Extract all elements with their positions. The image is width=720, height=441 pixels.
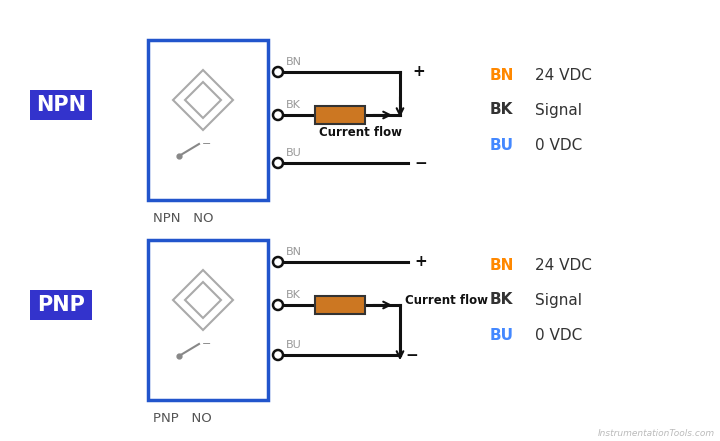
- Bar: [315, 296, 365, 314]
- Text: BU: BU: [490, 328, 514, 343]
- Circle shape: [273, 300, 283, 310]
- Circle shape: [273, 110, 283, 120]
- Circle shape: [273, 350, 283, 360]
- Text: +: +: [412, 64, 425, 79]
- Text: BN: BN: [286, 57, 302, 67]
- Text: Signal: Signal: [535, 292, 582, 307]
- Text: Current flow: Current flow: [319, 127, 402, 139]
- Bar: [148, 240, 268, 400]
- Bar: [30, 290, 92, 320]
- Bar: [30, 90, 92, 120]
- Text: InstrumentationTools.com: InstrumentationTools.com: [598, 430, 715, 438]
- Text: NPN   NO: NPN NO: [153, 212, 214, 224]
- Text: PNP: PNP: [37, 295, 85, 315]
- Bar: [148, 40, 268, 200]
- Text: BN: BN: [490, 67, 514, 82]
- Text: BN: BN: [286, 247, 302, 257]
- Text: 0 VDC: 0 VDC: [535, 138, 582, 153]
- Text: 0 VDC: 0 VDC: [535, 328, 582, 343]
- Text: BK: BK: [286, 100, 301, 110]
- Circle shape: [273, 67, 283, 77]
- Text: 24 VDC: 24 VDC: [535, 67, 592, 82]
- Text: BK: BK: [490, 102, 513, 117]
- Text: BU: BU: [286, 148, 302, 158]
- Circle shape: [273, 257, 283, 267]
- Text: BK: BK: [490, 292, 513, 307]
- Text: BU: BU: [286, 340, 302, 350]
- Text: +: +: [414, 254, 427, 269]
- Text: Signal: Signal: [535, 102, 582, 117]
- Text: −: −: [405, 348, 418, 363]
- Text: −: −: [202, 139, 212, 149]
- Text: BN: BN: [490, 258, 514, 273]
- Circle shape: [273, 158, 283, 168]
- Text: NPN: NPN: [36, 95, 86, 115]
- Text: BK: BK: [286, 290, 301, 300]
- Text: PNP   NO: PNP NO: [153, 411, 212, 425]
- Text: −: −: [414, 156, 427, 171]
- Text: −: −: [202, 339, 212, 349]
- Text: 24 VDC: 24 VDC: [535, 258, 592, 273]
- Text: BU: BU: [490, 138, 514, 153]
- Text: Current flow: Current flow: [405, 294, 488, 306]
- Bar: [315, 106, 365, 124]
